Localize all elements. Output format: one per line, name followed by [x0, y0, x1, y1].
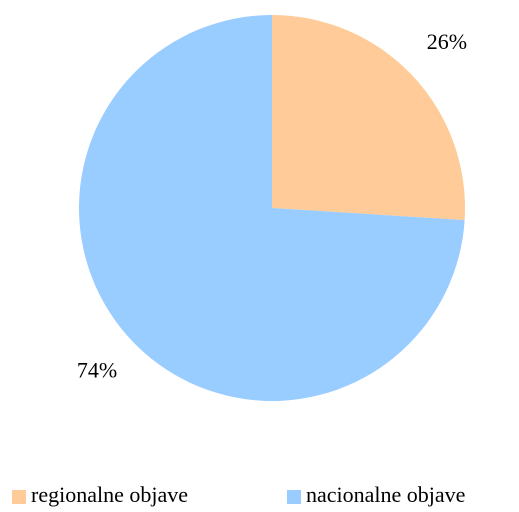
legend-label: regionalne objave — [31, 482, 188, 507]
legend-label: nacionalne objave — [306, 482, 465, 507]
data-label: 74% — [77, 357, 117, 382]
legend-swatch — [287, 490, 301, 504]
data-label: 26% — [427, 29, 467, 54]
legend-swatch — [12, 490, 26, 504]
pie-slice — [272, 15, 465, 221]
pie-slice — [79, 15, 465, 401]
